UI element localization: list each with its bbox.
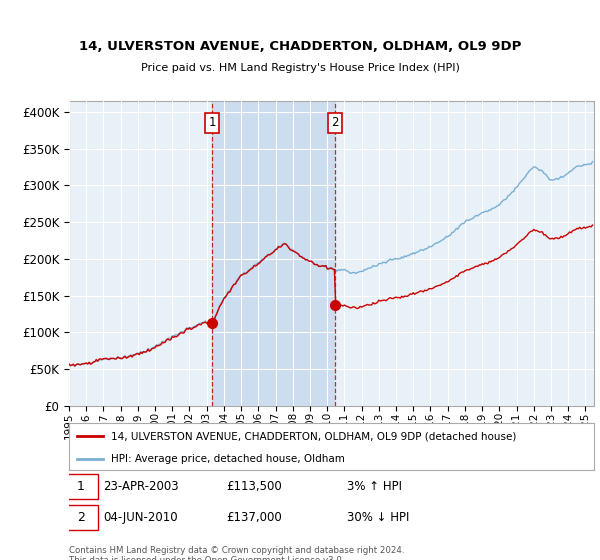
Bar xyxy=(212,101,335,406)
Text: 2: 2 xyxy=(331,116,339,129)
Text: Contains HM Land Registry data © Crown copyright and database right 2024.
This d: Contains HM Land Registry data © Crown c… xyxy=(69,546,404,560)
Text: 3% ↑ HPI: 3% ↑ HPI xyxy=(347,480,402,493)
Text: 1: 1 xyxy=(208,116,216,129)
Text: 30% ↓ HPI: 30% ↓ HPI xyxy=(347,511,410,524)
Text: HPI: Average price, detached house, Oldham: HPI: Average price, detached house, Oldh… xyxy=(111,454,345,464)
Text: 14, ULVERSTON AVENUE, CHADDERTON, OLDHAM, OL9 9DP (detached house): 14, ULVERSTON AVENUE, CHADDERTON, OLDHAM… xyxy=(111,431,517,441)
Text: £137,000: £137,000 xyxy=(227,511,282,524)
Text: £113,500: £113,500 xyxy=(227,480,282,493)
Text: Price paid vs. HM Land Registry's House Price Index (HPI): Price paid vs. HM Land Registry's House … xyxy=(140,63,460,73)
FancyBboxPatch shape xyxy=(64,474,98,499)
Text: 14, ULVERSTON AVENUE, CHADDERTON, OLDHAM, OL9 9DP: 14, ULVERSTON AVENUE, CHADDERTON, OLDHAM… xyxy=(79,40,521,53)
Text: 1: 1 xyxy=(77,480,85,493)
FancyBboxPatch shape xyxy=(64,505,98,530)
Text: 23-APR-2003: 23-APR-2003 xyxy=(103,480,179,493)
Text: 2: 2 xyxy=(77,511,85,524)
Text: 04-JUN-2010: 04-JUN-2010 xyxy=(103,511,178,524)
